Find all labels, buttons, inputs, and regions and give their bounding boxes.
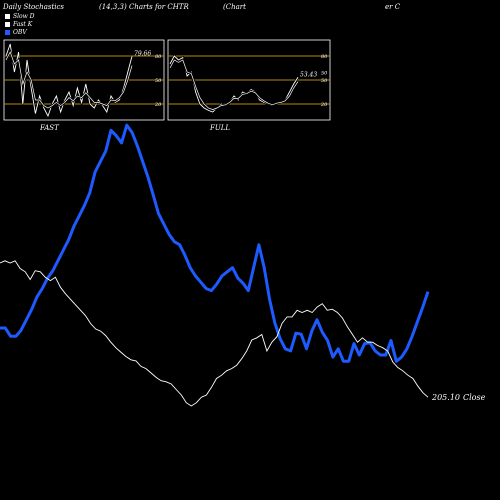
- fast-last-value-label: 79.66: [134, 50, 151, 57]
- legend-label: Fast K: [13, 21, 33, 28]
- full-series-slow-d: [169, 59, 299, 110]
- legend-item-fast-k: Fast K: [5, 21, 32, 28]
- close-suffix-label: Close: [463, 393, 486, 402]
- legend-item-slow-d: Slow D: [5, 13, 35, 20]
- close-series-line: [0, 260, 429, 407]
- legend-swatch-icon: [5, 30, 10, 35]
- fast-tick-label: 80: [155, 54, 162, 60]
- close-last-value-label: 205.10: [431, 393, 460, 402]
- obv-series-line: [0, 123, 430, 363]
- legend-label: Slow D: [13, 13, 35, 20]
- fast-tick-label: 50: [155, 78, 162, 84]
- full-last-value-label: 53.43: [300, 71, 317, 78]
- full-tick-label: 20: [320, 102, 328, 108]
- chart-params: (14,3,3) Charts for CHTR: [99, 3, 189, 11]
- full-series-outline: [168, 58, 299, 111]
- full-last-value-sub: 50: [321, 70, 328, 76]
- full-panel-title: FULL: [209, 124, 230, 132]
- company-name: (Chart: [223, 3, 246, 11]
- fast-series-slow-d: [5, 51, 133, 109]
- legend-swatch-icon: [5, 22, 10, 27]
- legend-swatch-icon: [5, 14, 10, 19]
- full-tick-label: 50: [321, 78, 328, 84]
- full-tick-label: 80: [321, 54, 328, 60]
- fast-series-fast-k: [5, 43, 133, 118]
- company-name-tail: er C: [385, 3, 401, 11]
- legend-label: OBV: [13, 29, 27, 36]
- fast-panel-title: FAST: [39, 124, 60, 132]
- chart-title: Daily Stochastics: [3, 3, 65, 11]
- legend-item-obv: OBV: [5, 29, 27, 36]
- fast-tick-label: 20: [154, 102, 162, 108]
